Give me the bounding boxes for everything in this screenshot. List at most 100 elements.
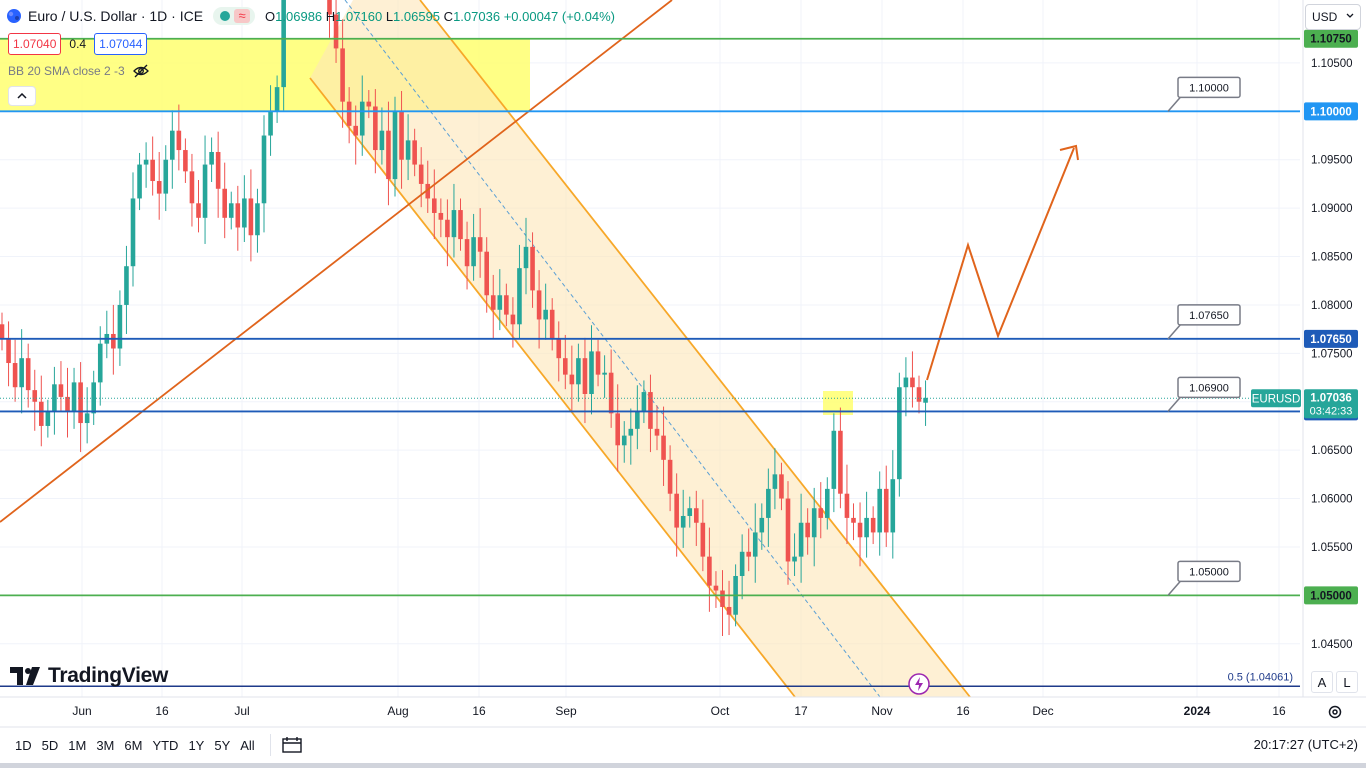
timeframe-3m[interactable]: 3M	[96, 737, 115, 753]
candle	[825, 477, 830, 530]
candle	[65, 367, 70, 438]
timeframe-5y[interactable]: 5Y	[214, 737, 231, 753]
candle-body	[903, 377, 909, 388]
indicator-row[interactable]: BB 20 SMA close 2 -3	[8, 62, 149, 80]
current-price-text: 1.07036	[1310, 392, 1352, 404]
candle-body	[346, 101, 352, 126]
candle-body	[228, 203, 234, 218]
date-range-icon[interactable]	[281, 736, 303, 754]
candle	[648, 374, 653, 453]
candle-body	[504, 295, 509, 315]
candle	[215, 131, 221, 218]
eye-hidden-icon[interactable]	[132, 64, 149, 78]
candle-body	[327, 0, 332, 15]
candle-body	[805, 522, 810, 538]
candle	[445, 199, 450, 267]
candle-body	[628, 428, 634, 436]
candle	[71, 367, 77, 429]
buy-price-button[interactable]: 1.07044	[94, 33, 148, 55]
timeframe-all[interactable]: All	[240, 737, 255, 753]
candle-body	[386, 130, 391, 180]
candle-body	[844, 493, 850, 518]
candle	[189, 153, 195, 227]
timeframe-1y[interactable]: 1Y	[188, 737, 205, 753]
candle	[143, 142, 149, 188]
candle	[386, 101, 391, 206]
candle	[595, 339, 601, 387]
badge-bg	[1304, 29, 1358, 48]
timeframe-1d[interactable]: 1D	[15, 737, 32, 753]
timeframe-ytd[interactable]: YTD	[152, 737, 179, 753]
clock-display[interactable]: 20:17:27 (UTC+2)	[1253, 737, 1358, 752]
candle-body	[373, 106, 378, 151]
candle-body	[333, 14, 339, 49]
x-tick-label: 16	[155, 704, 169, 718]
projection-arrow-head	[1059, 144, 1079, 161]
candle-body	[137, 164, 142, 199]
candle-body	[130, 198, 136, 267]
candle	[150, 136, 155, 196]
candle	[274, 75, 280, 123]
candle-body	[589, 351, 594, 394]
sell-price-button[interactable]: 1.07040	[8, 33, 62, 55]
candle-body	[530, 246, 535, 291]
candle	[870, 506, 876, 545]
candle-body	[661, 435, 666, 460]
bottom-edge	[0, 763, 1366, 768]
timeframe-6m[interactable]: 6M	[124, 737, 143, 753]
candle-body	[569, 374, 575, 385]
collapse-legend-button[interactable]	[8, 86, 36, 106]
high-value: 1.07160	[335, 8, 383, 24]
tradingview-logo[interactable]: TradingView	[10, 664, 168, 688]
candle	[78, 362, 83, 453]
candle-body	[366, 101, 372, 107]
currency-select[interactable]: USD	[1305, 4, 1361, 30]
candle-body	[615, 413, 620, 446]
x-tick-label: 16	[472, 704, 486, 718]
candle	[235, 185, 241, 251]
market-status-pill[interactable]: ≈	[213, 7, 256, 25]
candle	[117, 290, 123, 366]
lightning-icon[interactable]	[908, 673, 930, 695]
price-axis-badge: 1.10750	[1304, 29, 1358, 48]
candle	[333, 0, 339, 63]
gear-icon[interactable]	[1326, 703, 1344, 721]
candle-body	[340, 48, 345, 102]
candle	[0, 312, 5, 351]
candle-body	[582, 358, 588, 394]
log-scale-button[interactable]: L	[1336, 671, 1358, 693]
candle-body	[792, 556, 797, 562]
candle-body	[242, 198, 247, 228]
candle-body	[189, 171, 195, 204]
timeframe-5d[interactable]: 5D	[41, 737, 59, 753]
candle	[811, 487, 817, 567]
candle	[196, 180, 201, 233]
y-tick-label: 1.10500	[1311, 58, 1353, 70]
candle	[130, 172, 136, 287]
candle	[432, 169, 437, 240]
candle-body	[641, 392, 647, 412]
candle	[268, 85, 273, 156]
candle	[45, 399, 51, 438]
candle	[569, 345, 575, 411]
candle	[222, 162, 227, 239]
symbol-title[interactable]: Euro / U.S. Dollar · 1D · ICE	[28, 8, 204, 24]
candle	[897, 372, 902, 497]
candle	[163, 145, 169, 212]
timeframe-1m[interactable]: 1M	[68, 737, 87, 753]
candle-body	[536, 290, 542, 320]
candle-body	[700, 522, 706, 557]
candle-body	[484, 251, 489, 296]
candle-body	[818, 508, 824, 518]
candle-body	[674, 493, 679, 528]
auto-scale-button[interactable]: A	[1311, 671, 1333, 693]
candle-body	[713, 585, 719, 591]
candle-body	[432, 198, 437, 213]
candle	[857, 502, 863, 567]
price-callout: 1.07650	[1167, 304, 1241, 340]
y-tick-label: 1.09000	[1311, 203, 1353, 215]
x-tick-label: Jul	[234, 704, 249, 718]
candle	[739, 534, 745, 600]
candle-body	[759, 517, 765, 533]
